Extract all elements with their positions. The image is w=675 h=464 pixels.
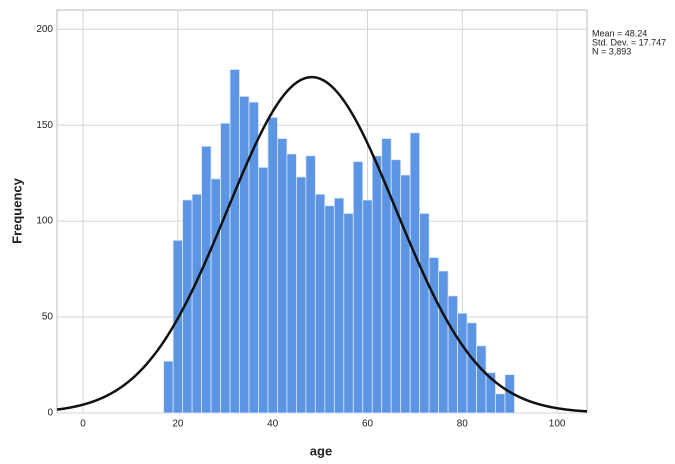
bar: [163, 360, 174, 414]
bar: [390, 159, 402, 414]
bar: [333, 197, 345, 414]
y-tick-label: 0: [47, 408, 53, 419]
bar: [352, 161, 364, 414]
bar: [419, 213, 430, 414]
bar: [220, 122, 231, 414]
bar: [324, 205, 335, 414]
x-axis-title: age: [310, 443, 332, 458]
bar: [457, 312, 468, 414]
x-tick-label: 40: [267, 419, 279, 430]
bar: [476, 345, 487, 414]
bar: [362, 199, 373, 414]
bar: [201, 145, 212, 414]
bar: [267, 117, 278, 414]
bar: [258, 166, 269, 414]
bar: [277, 138, 288, 414]
x-tick-label: 100: [549, 419, 566, 430]
stats-label: Mean = 48.24: [592, 28, 647, 38]
bar: [343, 213, 354, 414]
bar: [229, 69, 240, 414]
bar: [296, 176, 307, 414]
bar: [305, 155, 316, 414]
y-tick-label: 200: [36, 24, 53, 35]
bar: [495, 393, 506, 414]
bar: [286, 153, 297, 414]
bar: [466, 322, 477, 414]
bar: [409, 132, 421, 414]
normal-curve: [56, 75, 588, 413]
x-tick-label: 80: [457, 419, 469, 430]
bar: [172, 239, 184, 414]
x-tick-label: 60: [362, 419, 374, 430]
bar: [210, 178, 221, 414]
stats-label: Std. Dev. = 17.747: [592, 37, 666, 47]
y-tick-label: 50: [42, 312, 54, 323]
x-tick-label: 0: [80, 419, 86, 430]
bar: [447, 295, 458, 414]
bar: [371, 155, 383, 414]
bar: [485, 372, 496, 414]
x-tick-label: 20: [172, 419, 184, 430]
bar: [191, 193, 202, 414]
bar: [428, 257, 440, 414]
bar: [400, 174, 411, 414]
y-tick-label: 100: [36, 216, 53, 227]
bar: [239, 95, 250, 414]
y-axis-title: Frequency: [9, 177, 24, 244]
bar: [314, 193, 326, 414]
stats-label: N = 3,893: [592, 46, 631, 56]
y-tick-label: 150: [36, 120, 53, 131]
bar: [438, 270, 449, 414]
